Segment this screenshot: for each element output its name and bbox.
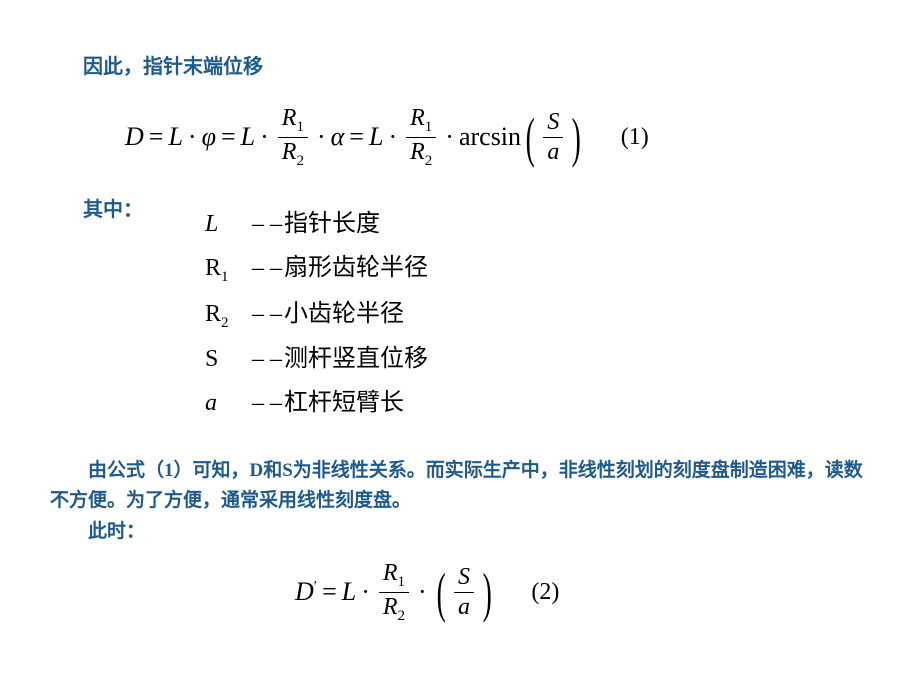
def-S: S – – 测杆竖直位移: [205, 337, 885, 381]
frac-S2: S: [454, 563, 474, 592]
frac-num3: R1: [379, 559, 409, 592]
var-alpha: α: [331, 122, 345, 152]
var-L: L: [168, 122, 182, 152]
frac-R1R2-3: R1 R2: [379, 559, 409, 626]
var-phi: φ: [202, 122, 216, 152]
eq-number-2: (2): [531, 579, 559, 606]
frac-num: R1: [278, 104, 308, 137]
def-L: L – – 指针长度: [205, 202, 885, 246]
where-label: 其中：: [83, 193, 143, 222]
frac-den: R2: [278, 138, 308, 171]
equation-1: D = L · φ = L · R1 R2 · α = L · R1 R2 · …: [125, 104, 885, 171]
frac-Sa-2: S a: [454, 563, 474, 622]
op-eq3: =: [349, 122, 364, 152]
frac-num2: R1: [406, 104, 436, 137]
var-L2: L: [241, 122, 255, 152]
arcsin: arcsin: [459, 122, 521, 152]
def-var-S: S: [205, 337, 250, 381]
def-dash5: – –: [252, 381, 282, 425]
def-var-L: L: [205, 202, 250, 246]
op-dot-2: ·: [361, 577, 370, 607]
op-dot2: ·: [260, 122, 269, 152]
equation-2: D′ = L · R1 R2 · ( S a ) (2): [295, 559, 885, 626]
def-dash: – –: [252, 202, 282, 246]
def-text-R2: 小齿轮半径: [284, 292, 404, 336]
def-dash3: – –: [252, 292, 282, 336]
def-var-R1: R1: [205, 246, 250, 292]
op-eq-2: =: [322, 577, 337, 607]
def-R2: R2 – – 小齿轮半径: [205, 292, 885, 338]
frac-Sa: S a: [543, 108, 563, 167]
def-dash2: – –: [252, 246, 282, 290]
def-var-R2: R2: [205, 292, 250, 338]
lparen: (: [526, 113, 535, 163]
rparen2: ): [483, 568, 492, 618]
def-R1: R1 – – 扇形齿轮半径: [205, 246, 885, 292]
def-text-S: 测杆竖直位移: [284, 337, 428, 381]
body-paragraph-1: 由公式（1）可知，D和S为非线性关系。而实际生产中，非线性刻划的刻度盘制造困难，…: [35, 456, 885, 517]
frac-a: a: [543, 138, 563, 167]
op-dot5: ·: [445, 122, 454, 152]
frac-den2: R2: [406, 138, 436, 171]
intro-text: 因此，指针末端位移: [83, 50, 885, 79]
eq-number-1: (1): [621, 124, 649, 151]
op-eq2: =: [221, 122, 236, 152]
op-dot-3: ·: [418, 577, 427, 607]
frac-den3: R2: [379, 593, 409, 626]
def-a: a – – 杠杆短臂长: [205, 381, 885, 425]
body-paragraph-2: 此时：: [35, 517, 885, 547]
op-dot: ·: [188, 122, 197, 152]
def-var-a: a: [205, 381, 250, 425]
def-text-a: 杠杆短臂长: [284, 381, 404, 425]
frac-S: S: [543, 108, 563, 137]
frac-a2: a: [454, 593, 474, 622]
var-D: D: [125, 122, 144, 152]
var-Dprime: D′: [295, 577, 317, 607]
def-text-L: 指针长度: [284, 202, 380, 246]
var-L-2: L: [342, 577, 356, 607]
definitions-block: L – – 指针长度 R1 – – 扇形齿轮半径 R2 – – 小齿轮半径 S …: [205, 202, 885, 426]
def-dash4: – –: [252, 337, 282, 381]
var-L3: L: [369, 122, 383, 152]
op-dot3: ·: [317, 122, 326, 152]
lparen2: (: [436, 568, 445, 618]
frac-R1R2-2: R1 R2: [406, 104, 436, 171]
op-eq: =: [149, 122, 164, 152]
rparen: ): [572, 113, 581, 163]
op-dot4: ·: [388, 122, 397, 152]
frac-R1R2: R1 R2: [278, 104, 308, 171]
def-text-R1: 扇形齿轮半径: [284, 246, 428, 290]
